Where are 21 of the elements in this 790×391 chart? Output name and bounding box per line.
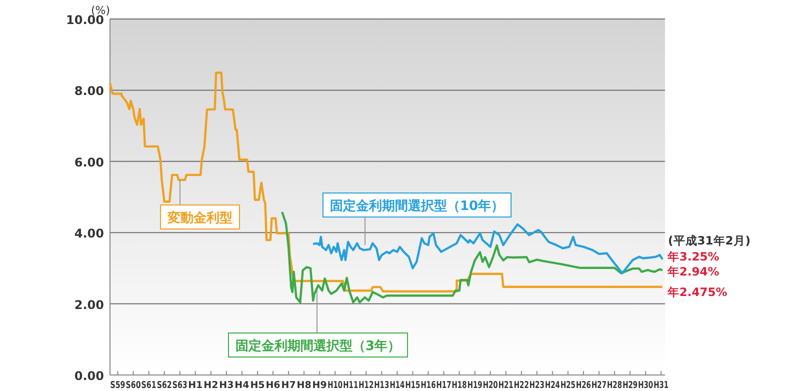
annotation: 年2.94% <box>666 264 720 278</box>
y-tick-label: 8.00 <box>74 84 104 98</box>
x-tick-label: H1 <box>188 380 203 391</box>
x-tick-label: H31 <box>654 380 675 391</box>
text: (平成31年2月) <box>668 234 751 248</box>
y-tick-label: 0.00 <box>74 369 104 383</box>
x-tick-label: H7 <box>281 380 296 391</box>
x-tick-label: H2 <box>204 380 218 391</box>
y-tick-label: 4.00 <box>74 226 104 241</box>
annotation: 年2.475% <box>666 284 728 299</box>
series-label: 変動金利型 <box>166 210 232 226</box>
x-tick-label: H9 <box>312 380 327 391</box>
y-tick-label: 2.00 <box>74 298 104 312</box>
x-tick-label: H3 <box>219 380 234 391</box>
x-tick-label: H5 <box>250 380 265 391</box>
x-tick-label: H6 <box>266 380 281 391</box>
series-label: 固定金利期間選択型（10年） <box>330 198 504 214</box>
x-tick-label: H4 <box>234 380 250 391</box>
x-tick-label: H8 <box>296 380 312 391</box>
annotation: 年3.25% <box>666 249 720 264</box>
y-tick-label: 6.00 <box>74 155 104 170</box>
